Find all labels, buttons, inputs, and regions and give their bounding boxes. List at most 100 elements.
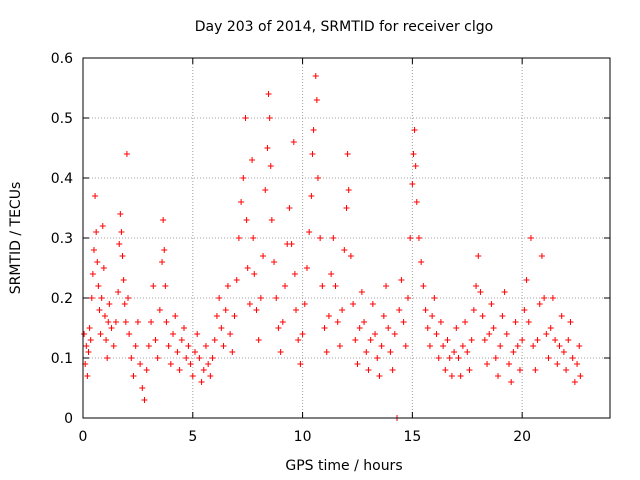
data-point bbox=[122, 319, 129, 325]
data-point bbox=[93, 229, 100, 235]
data-point bbox=[227, 331, 234, 337]
data-point bbox=[268, 217, 275, 223]
data-point bbox=[229, 349, 236, 355]
data-point bbox=[451, 349, 458, 355]
data-point bbox=[468, 337, 475, 343]
data-point bbox=[264, 145, 271, 151]
data-point bbox=[484, 361, 491, 367]
data-point bbox=[231, 313, 238, 319]
data-point bbox=[86, 325, 93, 331]
data-point bbox=[170, 331, 177, 337]
data-point bbox=[145, 343, 152, 349]
data-point bbox=[181, 325, 188, 331]
data-point bbox=[387, 349, 394, 355]
data-point bbox=[314, 175, 321, 181]
data-points bbox=[81, 73, 584, 421]
data-point bbox=[344, 151, 351, 157]
data-point bbox=[165, 343, 172, 349]
data-point bbox=[271, 259, 278, 265]
data-point bbox=[288, 241, 295, 247]
data-point bbox=[81, 331, 88, 337]
data-point bbox=[569, 355, 576, 361]
data-point bbox=[99, 223, 106, 229]
data-point bbox=[240, 175, 247, 181]
data-point bbox=[265, 91, 272, 97]
data-point bbox=[172, 313, 179, 319]
data-point bbox=[486, 331, 493, 337]
data-point bbox=[477, 289, 484, 295]
data-point bbox=[363, 349, 370, 355]
data-point bbox=[141, 397, 148, 403]
data-point bbox=[176, 367, 183, 373]
data-point bbox=[282, 283, 289, 289]
data-point bbox=[163, 319, 170, 325]
data-point bbox=[295, 337, 302, 343]
x-tick-label: 15 bbox=[403, 429, 421, 445]
x-axis-label: GPS time / hours bbox=[285, 458, 402, 474]
data-point bbox=[191, 349, 198, 355]
data-point bbox=[262, 187, 269, 193]
data-point bbox=[277, 349, 284, 355]
data-point bbox=[376, 373, 383, 379]
data-point bbox=[563, 367, 570, 373]
data-point bbox=[267, 163, 274, 169]
data-point bbox=[126, 331, 133, 337]
data-point bbox=[536, 301, 543, 307]
data-point bbox=[97, 331, 104, 337]
y-tick-label: 0.2 bbox=[51, 291, 73, 307]
data-point bbox=[527, 235, 534, 241]
data-point bbox=[497, 343, 504, 349]
data-point bbox=[508, 379, 515, 385]
data-point bbox=[290, 139, 297, 145]
data-point bbox=[105, 319, 112, 325]
data-point bbox=[541, 295, 548, 301]
data-point bbox=[448, 373, 455, 379]
data-point bbox=[577, 373, 584, 379]
data-point bbox=[420, 283, 427, 289]
data-point bbox=[459, 343, 466, 349]
data-point bbox=[211, 337, 218, 343]
data-point bbox=[94, 259, 101, 265]
data-point bbox=[202, 343, 209, 349]
data-point bbox=[345, 187, 352, 193]
data-point bbox=[571, 379, 578, 385]
data-point bbox=[412, 163, 419, 169]
data-point bbox=[233, 277, 240, 283]
data-point bbox=[137, 361, 144, 367]
x-tick-label: 10 bbox=[294, 429, 312, 445]
y-tick-label: 0.1 bbox=[51, 351, 73, 367]
data-point bbox=[249, 157, 256, 163]
data-point bbox=[103, 337, 110, 343]
data-point bbox=[185, 343, 192, 349]
data-point bbox=[95, 283, 102, 289]
data-point bbox=[92, 193, 99, 199]
data-point bbox=[303, 265, 310, 271]
data-point bbox=[250, 235, 257, 241]
data-point bbox=[481, 337, 488, 343]
data-point bbox=[453, 325, 460, 331]
data-point bbox=[187, 361, 194, 367]
data-point bbox=[490, 325, 497, 331]
data-point bbox=[216, 295, 223, 301]
data-point bbox=[266, 115, 273, 121]
data-point bbox=[437, 319, 444, 325]
data-point bbox=[424, 325, 431, 331]
x-tick-label: 0 bbox=[79, 429, 88, 445]
data-point bbox=[339, 307, 346, 313]
data-point bbox=[389, 367, 396, 373]
data-point bbox=[521, 307, 528, 313]
data-point bbox=[330, 235, 337, 241]
data-point bbox=[552, 337, 559, 343]
grid bbox=[83, 58, 610, 418]
data-point bbox=[313, 97, 320, 103]
data-point bbox=[196, 355, 203, 361]
data-point bbox=[352, 337, 359, 343]
data-point bbox=[159, 259, 166, 265]
data-point bbox=[246, 301, 253, 307]
data-point bbox=[150, 283, 157, 289]
data-point bbox=[183, 355, 190, 361]
data-point bbox=[116, 241, 123, 247]
data-point bbox=[400, 319, 407, 325]
data-point bbox=[235, 235, 242, 241]
data-point bbox=[88, 295, 95, 301]
